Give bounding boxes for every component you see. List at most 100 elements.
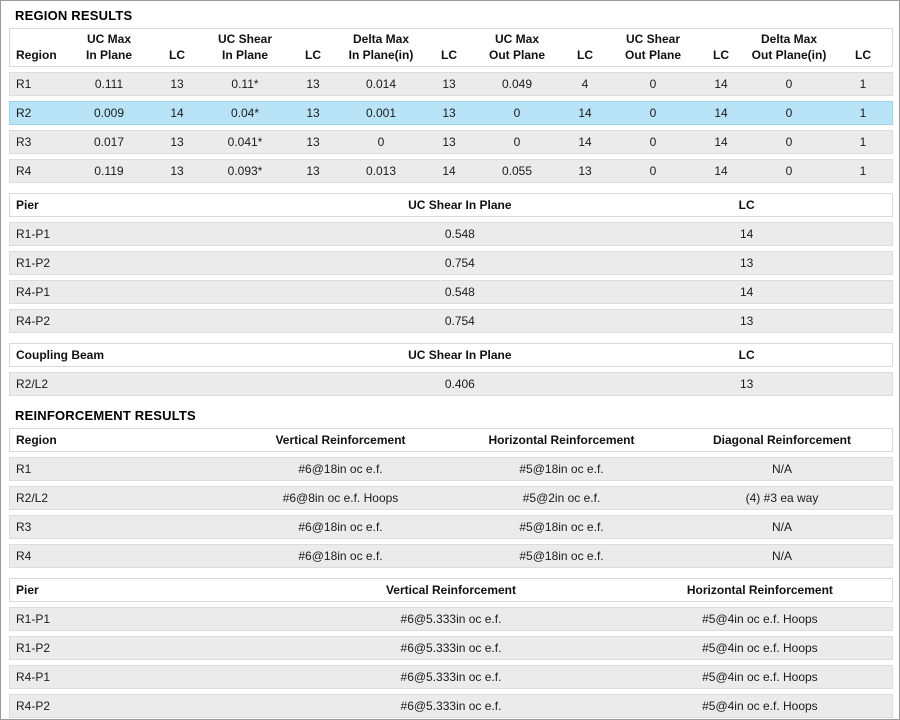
cell: R4-P1	[9, 665, 275, 689]
cell: R1-P1	[9, 222, 319, 246]
column-header: LC	[698, 28, 744, 67]
column-header: UC Shear Out Plane	[608, 28, 698, 67]
column-header: Vertical Reinforcement	[274, 578, 628, 602]
cell: 0.093*	[200, 159, 290, 183]
cell: 0	[472, 101, 562, 125]
table-row[interactable]: R4-P2 #6@5.333in oc e.f. #5@4in oc e.f. Ho…	[9, 694, 893, 718]
table-row[interactable]: R4 #6@18in oc e.f. #5@18in oc e.f. N/A	[9, 544, 893, 568]
cell: 4	[562, 72, 608, 96]
column-header: LC	[834, 28, 893, 67]
cell: N/A	[672, 457, 893, 481]
cell: #6@8in oc e.f. Hoops	[230, 486, 451, 510]
cell: 1	[834, 130, 893, 154]
cell: 0	[608, 159, 698, 183]
cell: 0	[744, 72, 834, 96]
cell: #5@4in oc e.f. Hoops	[627, 607, 893, 631]
cell: 0.049	[472, 72, 562, 96]
cell: 0	[608, 101, 698, 125]
column-header: UC Shear In Plane	[318, 193, 602, 217]
cell: #6@5.333in oc e.f.	[274, 694, 628, 718]
table-header-row: Pier UC Shear In Plane LC	[9, 193, 893, 217]
cell: 13	[426, 72, 472, 96]
table-header-row: Region UC Max In Plane LC UC Shear In Plane LC…	[9, 28, 893, 67]
cell: R4	[9, 544, 230, 568]
cell: 0	[336, 130, 426, 154]
column-header: LC	[426, 28, 472, 67]
cell: (4) #3 ea way	[672, 486, 893, 510]
cell: R2/L2	[9, 372, 319, 396]
table-row[interactable]: R1-P2 #6@5.333in oc e.f. #5@4in oc e.f. Ho…	[9, 636, 893, 660]
cell: 14	[562, 130, 608, 154]
cell: 0	[608, 130, 698, 154]
column-header: LC	[290, 28, 336, 67]
cell: 0.041*	[200, 130, 290, 154]
cell: 13	[154, 130, 200, 154]
column-header: UC Shear In Plane	[318, 343, 602, 367]
cell: 0.119	[64, 159, 154, 183]
cell: 13	[154, 159, 200, 183]
table-row[interactable]: R4-P1 #6@5.333in oc e.f. #5@4in oc e.f. Ho…	[9, 665, 893, 689]
pier-reinforcement-table: Pier Vertical Reinforcement Horizontal Rei…	[9, 573, 893, 719]
cell: #5@18in oc e.f.	[451, 515, 672, 539]
table-row[interactable]: R3 #6@18in oc e.f. #5@18in oc e.f. N/A	[9, 515, 893, 539]
column-header: Vertical Reinforcement	[230, 428, 451, 452]
column-header: LC	[154, 28, 200, 67]
cell: 13	[426, 101, 472, 125]
column-header: Region	[9, 28, 64, 67]
cell: 13	[601, 372, 893, 396]
table-row[interactable]: R4 0.119 13 0.093* 13 0.013 14 0.055 13 0 14 0 1	[9, 159, 893, 183]
reinforcement-results-heading: REINFORCEMENT RESULTS	[15, 408, 196, 423]
column-header: UC Shear In Plane	[200, 28, 290, 67]
cell: #6@18in oc e.f.	[230, 457, 451, 481]
cell: 1	[834, 101, 893, 125]
table-row[interactable]: R1 0.111 13 0.11* 13 0.014 13 0.049 4 0 14 0 1	[9, 72, 893, 96]
table-row[interactable]: R1-P1 0.548 14	[9, 222, 893, 246]
cell: 0.013	[336, 159, 426, 183]
cell: #6@5.333in oc e.f.	[274, 665, 628, 689]
column-header: Delta Max Out Plane(in)	[744, 28, 834, 67]
column-header: LC	[601, 343, 893, 367]
cell: #5@4in oc e.f. Hoops	[627, 636, 893, 660]
cell: 1	[834, 159, 893, 183]
cell: R4-P1	[9, 280, 319, 304]
column-header: Pier	[9, 193, 319, 217]
column-header: Delta Max In Plane(in)	[336, 28, 426, 67]
cell: N/A	[672, 544, 893, 568]
table-row[interactable]: R1 #6@18in oc e.f. #5@18in oc e.f. N/A	[9, 457, 893, 481]
coupling-beam-shear-table: Coupling Beam UC Shear In Plane LC R2/L2 0.4…	[9, 338, 893, 401]
column-header: Diagonal Reinforcement	[672, 428, 893, 452]
column-header: Region	[9, 428, 230, 452]
cell: 0.014	[336, 72, 426, 96]
cell: 13	[601, 251, 893, 275]
table-row[interactable]: R2/L2 0.406 13	[9, 372, 893, 396]
table-row[interactable]: R1-P1 #6@5.333in oc e.f. #5@4in oc e.f. Ho…	[9, 607, 893, 631]
cell: 14	[698, 72, 744, 96]
table-row[interactable]: R1-P2 0.754 13	[9, 251, 893, 275]
cell: R4-P2	[9, 309, 319, 333]
table-row[interactable]: R4-P2 0.754 13	[9, 309, 893, 333]
cell: 14	[698, 159, 744, 183]
cell: 14	[426, 159, 472, 183]
cell: 13	[290, 101, 336, 125]
cell: #6@5.333in oc e.f.	[274, 636, 628, 660]
pier-shear-table: Pier UC Shear In Plane LC R1-P1 0.548 14 R1-P2…	[9, 188, 893, 338]
cell: #5@2in oc e.f.	[451, 486, 672, 510]
cell: 13	[154, 72, 200, 96]
cell: R4-P2	[9, 694, 275, 718]
table-row[interactable]: R2 0.009 14 0.04* 13 0.001 13 0 14 0 14 0 1	[9, 101, 893, 125]
cell: #5@18in oc e.f.	[451, 544, 672, 568]
cell: 0	[744, 130, 834, 154]
table-row[interactable]: R2/L2 #6@8in oc e.f. Hoops #5@2in oc e.f.(…	[9, 486, 893, 510]
cell: 0.111	[64, 72, 154, 96]
cell: R1-P2	[9, 636, 275, 660]
table-row[interactable]: R4-P1 0.548 14	[9, 280, 893, 304]
table-header-row: Pier Vertical Reinforcement Horizontal Rei…	[9, 578, 893, 602]
cell: 0.04*	[200, 101, 290, 125]
cell: 13	[426, 130, 472, 154]
cell: 13	[562, 159, 608, 183]
column-header: UC Max Out Plane	[472, 28, 562, 67]
cell: 0.001	[336, 101, 426, 125]
table-row[interactable]: R3 0.017 13 0.041* 13 0 13 0 14 0 14 0 1	[9, 130, 893, 154]
cell: 13	[601, 309, 893, 333]
cell: #6@18in oc e.f.	[230, 544, 451, 568]
